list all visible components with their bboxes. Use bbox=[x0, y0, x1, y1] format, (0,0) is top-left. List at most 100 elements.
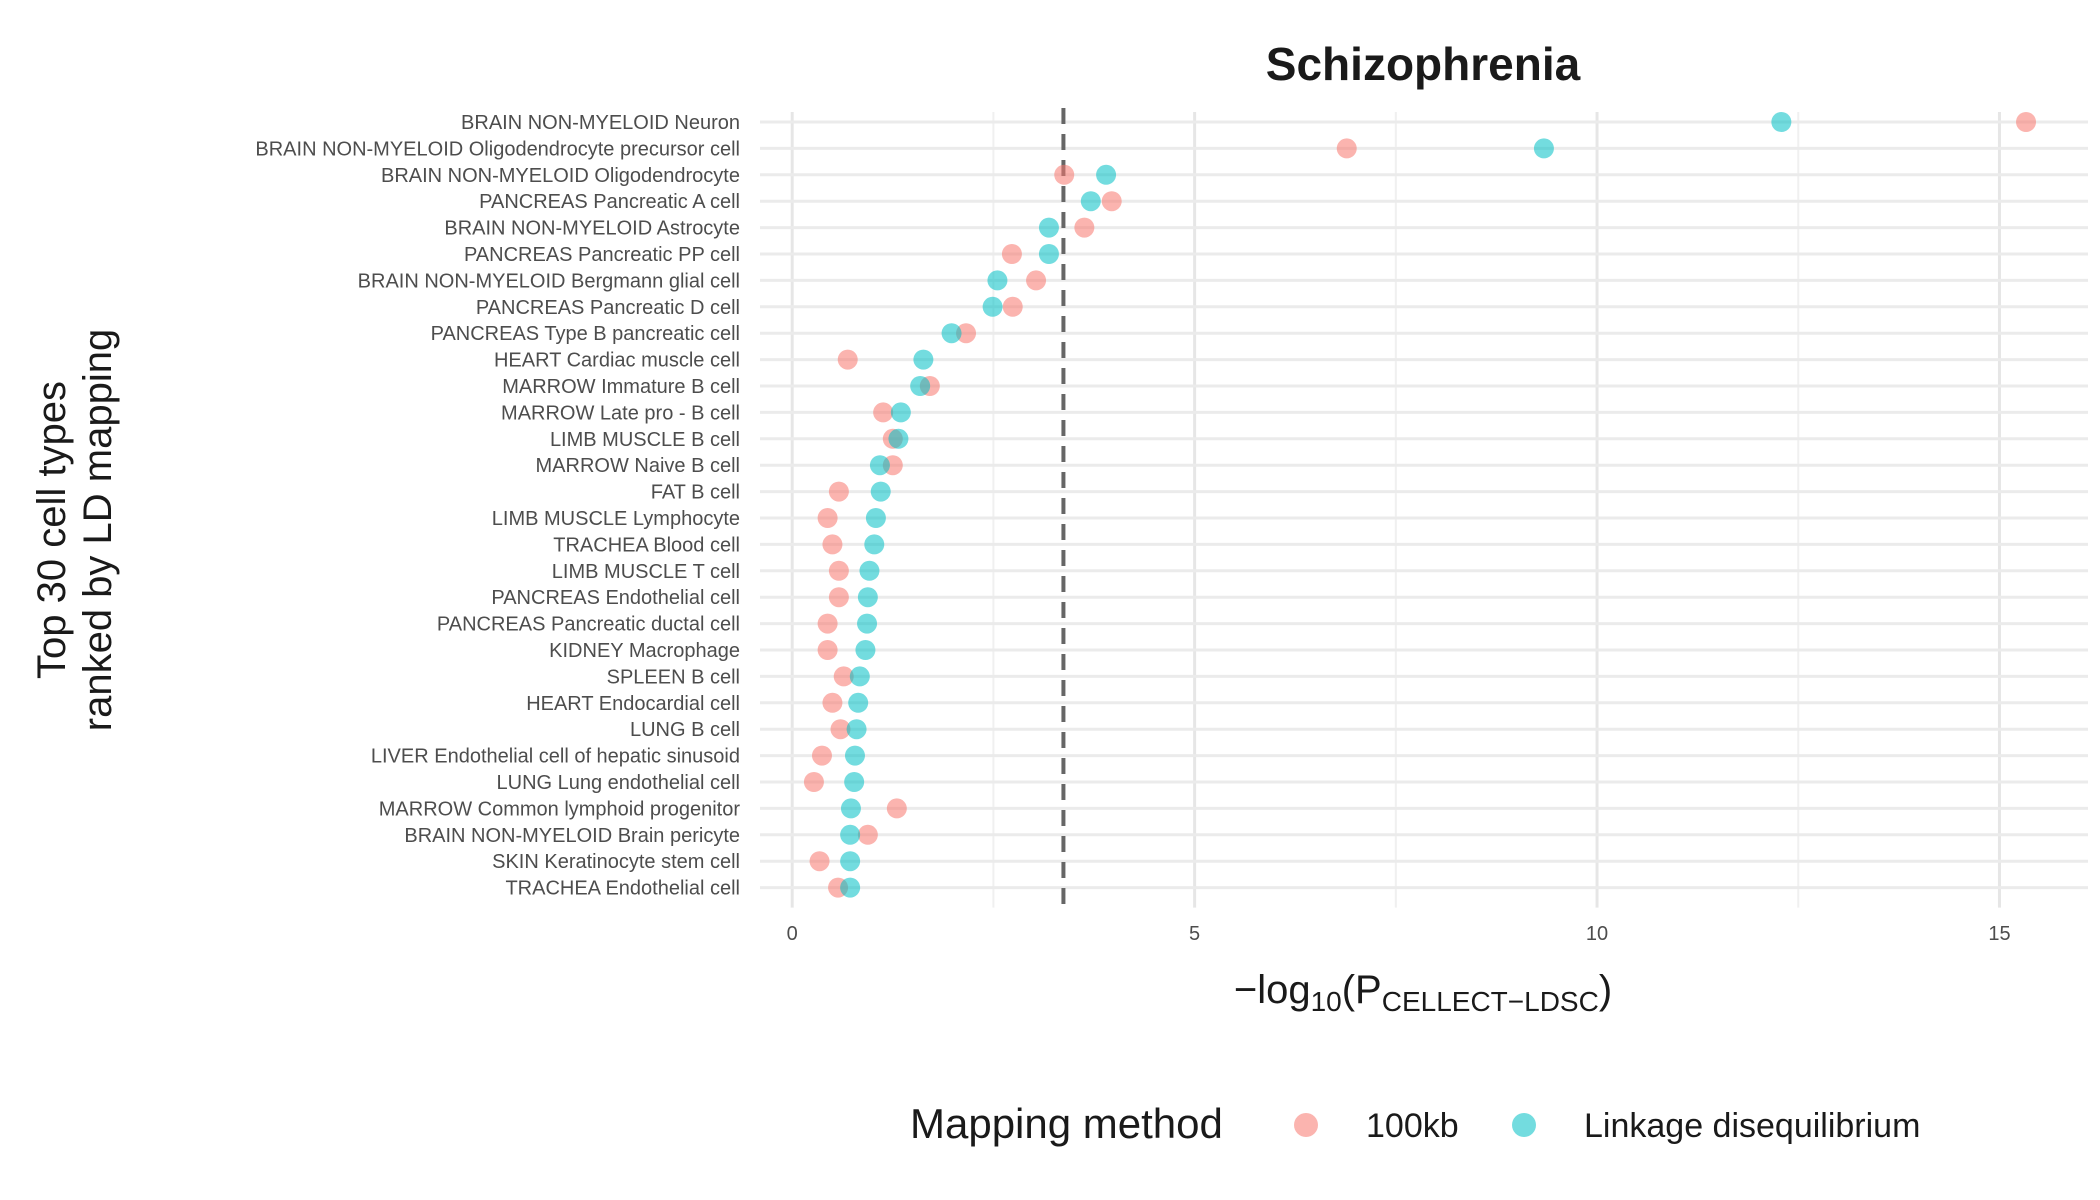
point-linkage-disequilibrium bbox=[840, 851, 861, 872]
point-100kb bbox=[886, 798, 907, 819]
y-tick-label: TRACHEA Endothelial cell bbox=[505, 878, 740, 900]
point-100kb bbox=[1026, 270, 1047, 291]
y-tick-label: TRACHEA Blood cell bbox=[553, 534, 740, 556]
point-linkage-disequilibrium bbox=[1038, 217, 1059, 238]
y-tick-label: LUNG B cell bbox=[630, 719, 740, 741]
y-tick-label: PANCREAS Pancreatic PP cell bbox=[464, 244, 740, 266]
point-linkage-disequilibrium bbox=[1771, 112, 1792, 132]
point-100kb bbox=[822, 534, 843, 555]
point-100kb bbox=[857, 824, 878, 845]
point-100kb bbox=[809, 851, 830, 872]
x-axis-title: −log10(PCELLECT−LDSC) bbox=[1234, 968, 1612, 1017]
y-tick-label: LIMB MUSCLE Lymphocyte bbox=[492, 508, 740, 530]
x-axis-title-sub2: CELLECT−LDSC bbox=[1382, 986, 1599, 1017]
point-100kb bbox=[828, 481, 849, 502]
x-tick-label: 5 bbox=[1189, 923, 1200, 945]
y-tick-label: SPLEEN B cell bbox=[607, 666, 740, 688]
y-tick-label: PANCREAS Pancreatic ductal cell bbox=[437, 614, 740, 636]
point-linkage-disequilibrium bbox=[859, 560, 880, 581]
y-tick-label: FAT B cell bbox=[651, 482, 740, 504]
point-100kb bbox=[828, 587, 849, 608]
point-linkage-disequilibrium bbox=[1038, 244, 1059, 264]
y-tick-label: HEART Cardiac muscle cell bbox=[494, 350, 740, 372]
y-tick-label: MARROW Late pro - B cell bbox=[501, 402, 740, 424]
point-100kb bbox=[817, 613, 838, 634]
point-linkage-disequilibrium bbox=[870, 481, 891, 502]
x-tick-labels: 0 5 10 15 bbox=[787, 923, 2011, 945]
point-linkage-disequilibrium bbox=[844, 745, 865, 766]
point-linkage-disequilibrium bbox=[869, 455, 890, 476]
x-axis-title-sub1: 10 bbox=[1311, 986, 1342, 1017]
point-linkage-disequilibrium bbox=[888, 428, 909, 449]
y-tick-label: LIMB MUSCLE B cell bbox=[550, 429, 740, 451]
point-linkage-disequilibrium bbox=[840, 877, 861, 898]
point-linkage-disequilibrium bbox=[844, 772, 865, 792]
x-axis-title-suffix: ) bbox=[1599, 968, 1612, 1012]
point-100kb bbox=[828, 560, 849, 581]
y-tick-label: SKIN Keratinocyte stem cell bbox=[492, 851, 740, 873]
point-100kb bbox=[873, 402, 894, 423]
legend-label-linkage-disequilibrium: Linkage disequilibrium bbox=[1584, 1107, 1920, 1145]
point-100kb bbox=[1054, 164, 1075, 185]
y-tick-label: PANCREAS Type B pancreatic cell bbox=[431, 323, 740, 345]
point-linkage-disequilibrium bbox=[1533, 138, 1554, 159]
y-tick-label: LUNG Lung endothelial cell bbox=[497, 772, 741, 794]
point-linkage-disequilibrium bbox=[890, 402, 911, 423]
point-linkage-disequilibrium bbox=[865, 508, 886, 528]
point-100kb bbox=[1074, 217, 1095, 238]
point-linkage-disequilibrium bbox=[913, 349, 934, 370]
point-linkage-disequilibrium bbox=[840, 824, 861, 845]
y-tick-label: MARROW Naive B cell bbox=[536, 455, 740, 477]
data-points bbox=[803, 112, 2037, 898]
point-linkage-disequilibrium bbox=[846, 719, 867, 740]
chart-title: Schizophrenia bbox=[1266, 38, 1581, 90]
point-100kb bbox=[817, 508, 838, 528]
point-100kb bbox=[1002, 296, 1023, 317]
y-tick-label: LIVER Endothelial cell of hepatic sinuso… bbox=[371, 746, 740, 768]
x-tick-label: 0 bbox=[787, 923, 798, 945]
point-100kb bbox=[1101, 191, 1122, 212]
y-tick-label: BRAIN NON-MYELOID Neuron bbox=[461, 112, 740, 134]
point-linkage-disequilibrium bbox=[941, 323, 962, 344]
point-linkage-disequilibrium bbox=[1080, 191, 1101, 212]
point-100kb bbox=[811, 745, 832, 766]
y-tick-label: MARROW Immature B cell bbox=[502, 376, 740, 398]
point-100kb bbox=[956, 323, 977, 344]
legend-key-100kb bbox=[1294, 1113, 1318, 1137]
point-100kb bbox=[830, 719, 851, 740]
point-100kb bbox=[833, 666, 854, 687]
y-tick-label: BRAIN NON-MYELOID Brain pericyte bbox=[404, 825, 740, 847]
point-linkage-disequilibrium bbox=[840, 798, 861, 819]
y-axis-title: Top 30 cell types ranked by LD mapping bbox=[30, 329, 120, 731]
point-linkage-disequilibrium bbox=[857, 587, 878, 608]
point-linkage-disequilibrium bbox=[1096, 164, 1117, 185]
point-linkage-disequilibrium bbox=[864, 534, 885, 555]
point-linkage-disequilibrium bbox=[848, 692, 869, 713]
y-tick-label: PANCREAS Pancreatic A cell bbox=[479, 191, 740, 213]
legend-title: Mapping method bbox=[910, 1100, 1223, 1147]
point-linkage-disequilibrium bbox=[987, 270, 1008, 291]
grid bbox=[760, 112, 2088, 908]
x-axis-title-mid: (P bbox=[1342, 968, 1382, 1012]
y-axis-title-line2: ranked by LD mapping bbox=[76, 329, 120, 731]
x-tick-label: 15 bbox=[1988, 923, 2010, 945]
y-tick-label: BRAIN NON-MYELOID Astrocyte bbox=[444, 218, 740, 240]
y-tick-label: BRAIN NON-MYELOID Bergmann glial cell bbox=[358, 270, 740, 292]
point-100kb bbox=[803, 772, 824, 792]
point-linkage-disequilibrium bbox=[849, 666, 870, 687]
x-tick-label: 10 bbox=[1586, 923, 1608, 945]
legend: Mapping method 100kb Linkage disequilibr… bbox=[910, 1100, 1920, 1147]
legend-label-100kb: 100kb bbox=[1366, 1107, 1459, 1145]
y-axis-title-line1: Top 30 cell types bbox=[30, 381, 74, 679]
y-tick-label: PANCREAS Endothelial cell bbox=[491, 587, 740, 609]
y-tick-label: HEART Endocardial cell bbox=[526, 693, 740, 715]
x-axis-title-prefix: −log bbox=[1234, 968, 1311, 1012]
y-tick-label: KIDNEY Macrophage bbox=[549, 640, 740, 662]
y-tick-label: BRAIN NON-MYELOID Oligodendrocyte bbox=[381, 165, 740, 187]
point-linkage-disequilibrium bbox=[982, 296, 1003, 317]
y-tick-labels: BRAIN NON-MYELOID Neuron BRAIN NON-MYELOI… bbox=[255, 112, 740, 900]
legend-key-linkage-disequilibrium bbox=[1512, 1113, 1536, 1137]
y-tick-label: LIMB MUSCLE T cell bbox=[552, 561, 740, 583]
y-tick-label: PANCREAS Pancreatic D cell bbox=[476, 297, 740, 319]
y-tick-label: MARROW Common lymphoid progenitor bbox=[379, 798, 741, 820]
